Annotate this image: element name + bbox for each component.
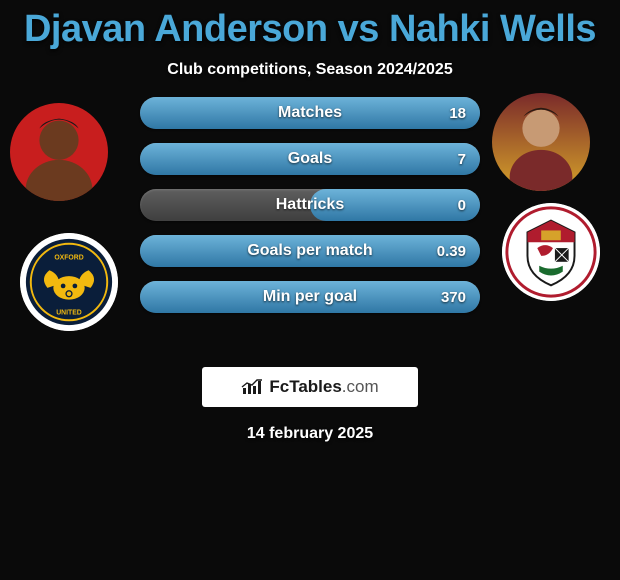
comparison-card: Djavan Anderson vs Nahki Wells Club comp…: [0, 0, 620, 443]
stat-row-hattricks: Hattricks 0: [140, 189, 480, 221]
stat-bars: Matches 18 Goals 7 Hattricks 0 Goals per…: [140, 97, 480, 327]
branding-light: .com: [342, 377, 379, 396]
subtitle: Club competitions, Season 2024/2025: [0, 61, 620, 79]
club-right-badge: [502, 203, 600, 301]
stat-value-right: 0.39: [437, 235, 466, 267]
stat-value-right: 18: [449, 97, 466, 129]
stat-row-gpm: Goals per match 0.39: [140, 235, 480, 267]
date-text: 14 february 2025: [0, 425, 620, 443]
stats-area: OXFORD UNITED Matches 18: [0, 103, 620, 363]
bristol-city-badge-icon: [502, 203, 600, 301]
svg-text:UNITED: UNITED: [56, 309, 82, 316]
club-left-badge: OXFORD UNITED: [20, 233, 118, 331]
page-title: Djavan Anderson vs Nahki Wells: [0, 8, 620, 51]
stat-label: Min per goal: [140, 281, 480, 313]
branding-text: FcTables.com: [269, 377, 378, 397]
stat-row-mpg: Min per goal 370: [140, 281, 480, 313]
branding-strong: FcTables: [269, 377, 341, 396]
stat-label: Hattricks: [140, 189, 480, 221]
player-right-photo: [492, 93, 590, 191]
stat-value-right: 370: [441, 281, 466, 313]
stat-label: Goals: [140, 143, 480, 175]
avatar-right-icon: [492, 93, 590, 191]
oxford-united-badge-icon: OXFORD UNITED: [20, 233, 118, 331]
stat-value-right: 0: [458, 189, 466, 221]
stat-label: Matches: [140, 97, 480, 129]
player-left-photo: [10, 103, 108, 201]
stat-label: Goals per match: [140, 235, 480, 267]
stat-value-right: 7: [458, 143, 466, 175]
svg-text:OXFORD: OXFORD: [54, 254, 83, 261]
stat-row-matches: Matches 18: [140, 97, 480, 129]
avatar-left-icon: [10, 103, 108, 201]
stat-row-goals: Goals 7: [140, 143, 480, 175]
branding-badge[interactable]: FcTables.com: [202, 367, 418, 407]
chart-icon: [241, 378, 263, 396]
